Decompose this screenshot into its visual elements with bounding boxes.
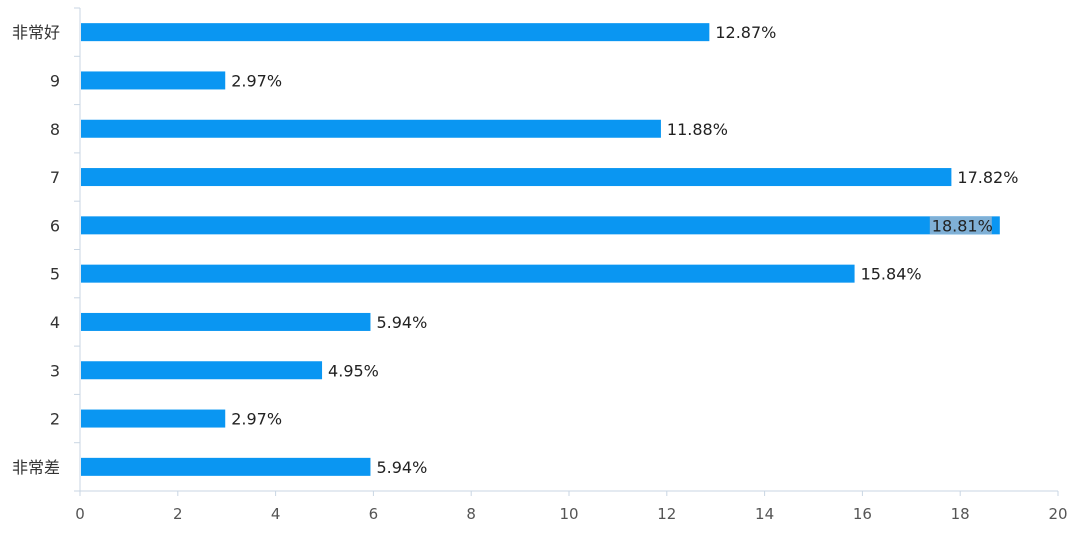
x-tick-label: 10 [559, 505, 578, 523]
bar [81, 457, 371, 476]
x-tick-label: 14 [755, 505, 774, 523]
data-label: 2.97% [231, 410, 282, 429]
data-label: 4.95% [328, 361, 379, 380]
x-tick-label: 12 [657, 505, 676, 523]
bar [81, 216, 1000, 235]
data-label: 17.82% [957, 168, 1018, 187]
category-label: 非常差 [12, 458, 60, 477]
x-tick-label: 4 [271, 505, 281, 523]
bar [81, 168, 952, 187]
data-label: 12.87% [715, 23, 776, 42]
category-label: 3 [50, 361, 60, 380]
category-label: 6 [50, 216, 60, 235]
category-label: 4 [50, 313, 60, 332]
category-label: 9 [50, 71, 60, 90]
bar [81, 312, 371, 331]
bar [81, 119, 661, 138]
category-label: 非常好 [12, 23, 60, 42]
bar [81, 361, 323, 380]
data-label: 5.94% [376, 458, 427, 477]
x-tick-label: 20 [1048, 505, 1067, 523]
x-tick-label: 0 [75, 505, 85, 523]
x-tick-label: 2 [173, 505, 183, 523]
x-tick-label: 18 [951, 505, 970, 523]
bar [81, 71, 226, 90]
data-label: 5.94% [376, 313, 427, 332]
category-label: 8 [50, 120, 60, 139]
data-label: 18.81% [932, 216, 993, 235]
x-tick-label: 6 [369, 505, 379, 523]
data-label: 2.97% [231, 71, 282, 90]
data-label-highlight [929, 216, 992, 235]
bar [81, 264, 855, 283]
category-label: 5 [50, 265, 60, 284]
x-tick-label: 16 [853, 505, 872, 523]
category-label: 7 [50, 168, 60, 187]
data-label: 11.88% [667, 120, 728, 139]
category-label: 2 [50, 410, 60, 429]
bar [81, 23, 710, 42]
data-label: 15.84% [861, 265, 922, 284]
x-tick-label: 8 [466, 505, 476, 523]
bar [81, 409, 226, 428]
